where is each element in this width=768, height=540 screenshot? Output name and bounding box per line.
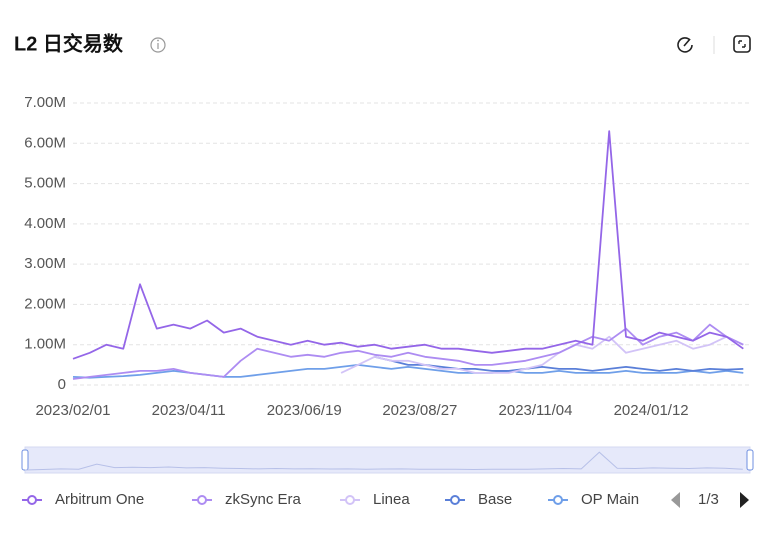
legend-label[interactable]: Base <box>478 491 512 508</box>
x-tick-label: 2023/06/19 <box>267 402 342 419</box>
x-tick-label: 2023/04/11 <box>152 402 226 419</box>
legend-label[interactable]: OP Main <box>581 491 639 508</box>
legend-swatch-dot <box>450 495 460 505</box>
x-tick-label: 2024/01/12 <box>614 402 689 419</box>
legend-swatch-dot <box>345 495 355 505</box>
legend-next[interactable] <box>740 492 749 508</box>
chart-title: L2 日交易数 <box>14 31 124 55</box>
series-line <box>72 130 744 360</box>
legend-prev[interactable] <box>671 492 680 508</box>
series-line <box>374 355 744 372</box>
legend-label[interactable]: zkSync Era <box>225 491 302 508</box>
y-tick-label: 6.00M <box>24 134 66 151</box>
refresh-icon[interactable] <box>677 37 693 53</box>
y-tick-label: 3.00M <box>24 255 66 272</box>
legend-page: 1/3 <box>698 491 719 508</box>
zoom-handle-left[interactable] <box>21 449 29 471</box>
y-tick-label: 2.00M <box>24 295 66 312</box>
series-line <box>72 323 744 380</box>
y-tick-label: 5.00M <box>24 175 66 192</box>
info-icon[interactable] <box>150 37 166 53</box>
legend-swatch-dot <box>197 495 207 505</box>
fullscreen-icon[interactable] <box>733 35 751 53</box>
x-tick-label: 2023/08/27 <box>382 402 457 419</box>
legend: Arbitrum One zkSync Era Linea Base OP Main <box>22 491 639 508</box>
legend-label[interactable]: Arbitrum One <box>55 491 144 508</box>
zoom-preview <box>24 451 743 471</box>
legend-swatch-dot <box>27 495 37 505</box>
legend-swatch-dot <box>553 495 563 505</box>
series-line <box>72 364 744 379</box>
series-line <box>340 335 744 374</box>
x-tick-label: 2023/02/01 <box>35 402 110 419</box>
y-tick-label: 0 <box>58 376 66 393</box>
legend-label[interactable]: Linea <box>373 491 410 508</box>
y-tick-label: 7.00M <box>24 94 66 111</box>
zoom-handle-right[interactable] <box>746 449 754 471</box>
y-tick-label: 4.00M <box>24 215 66 232</box>
x-tick-label: 2023/11/04 <box>499 402 573 419</box>
y-tick-label: 1.00M <box>24 336 66 353</box>
